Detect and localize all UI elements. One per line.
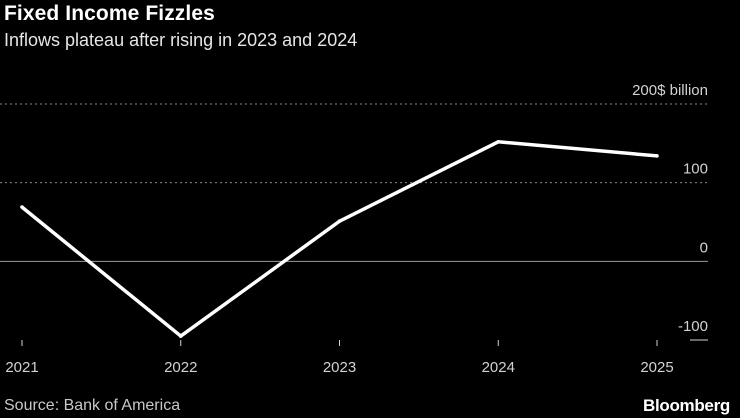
x-tick-label: 2021 bbox=[5, 359, 38, 376]
x-axis-labels: 2021 2022 2023 2024 2025 bbox=[5, 359, 673, 376]
data-point bbox=[496, 139, 501, 144]
data-point bbox=[655, 154, 659, 158]
y-tick-label: 100 bbox=[683, 161, 708, 178]
bloomberg-logo: Bloomberg bbox=[642, 396, 730, 415]
chart-title: Fixed Income Fizzles bbox=[4, 2, 215, 25]
y-tick-label: 0 bbox=[700, 239, 708, 256]
x-axis-ticks bbox=[21, 340, 658, 346]
y-axis-labels: 200$ billion 100 0 -100 bbox=[632, 82, 708, 335]
x-tick-label: 2024 bbox=[482, 359, 515, 376]
series-layer bbox=[20, 139, 659, 339]
x-tick-label: 2022 bbox=[164, 359, 197, 376]
x-tick-label: 2025 bbox=[640, 359, 673, 376]
chart-subtitle: Inflows plateau after rising in 2023 and… bbox=[4, 30, 358, 50]
y-tick-label: 200$ billion bbox=[632, 82, 708, 99]
gridlines bbox=[0, 103, 708, 341]
source-note: Source: Bank of America bbox=[4, 397, 181, 414]
data-point bbox=[20, 205, 24, 209]
y-tick-label: -100 bbox=[678, 318, 708, 335]
data-point bbox=[337, 219, 342, 224]
series-line bbox=[20, 140, 658, 339]
data-point bbox=[178, 334, 183, 338]
x-tick-label: 2023 bbox=[323, 359, 356, 376]
